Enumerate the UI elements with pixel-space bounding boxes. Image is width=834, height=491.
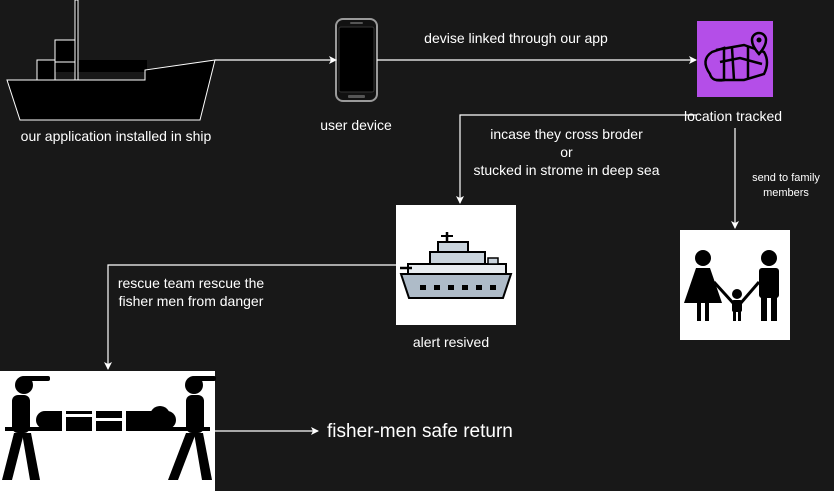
send-family-line2: members xyxy=(763,187,809,199)
ship-label: our application installed in ship xyxy=(20,128,212,144)
safe-return-label: fisher-men safe return xyxy=(327,421,513,442)
ship-icon xyxy=(6,0,216,121)
connectors xyxy=(104,56,739,435)
rescue-line1: rescue team rescue the xyxy=(117,275,265,291)
send-family-line1: send to family xyxy=(752,172,820,184)
warship-icon xyxy=(399,232,513,299)
alert-received-label: alert resived xyxy=(412,334,490,350)
condition-or: or xyxy=(560,144,573,160)
condition-line2: stucked in strome in deep sea xyxy=(473,162,660,178)
family-icon xyxy=(684,250,779,321)
map-location-icon xyxy=(697,21,773,97)
smartphone-icon xyxy=(335,18,378,102)
rescue-line2: fisher men from danger xyxy=(118,293,264,309)
devise-linked-label: devise linked through our app xyxy=(424,30,608,46)
stretcher-rescue-icon xyxy=(2,376,216,480)
location-tracked-label: location tracked xyxy=(683,108,783,124)
user-device-label: user device xyxy=(320,117,392,133)
condition-line1: incase they cross broder xyxy=(490,126,643,142)
